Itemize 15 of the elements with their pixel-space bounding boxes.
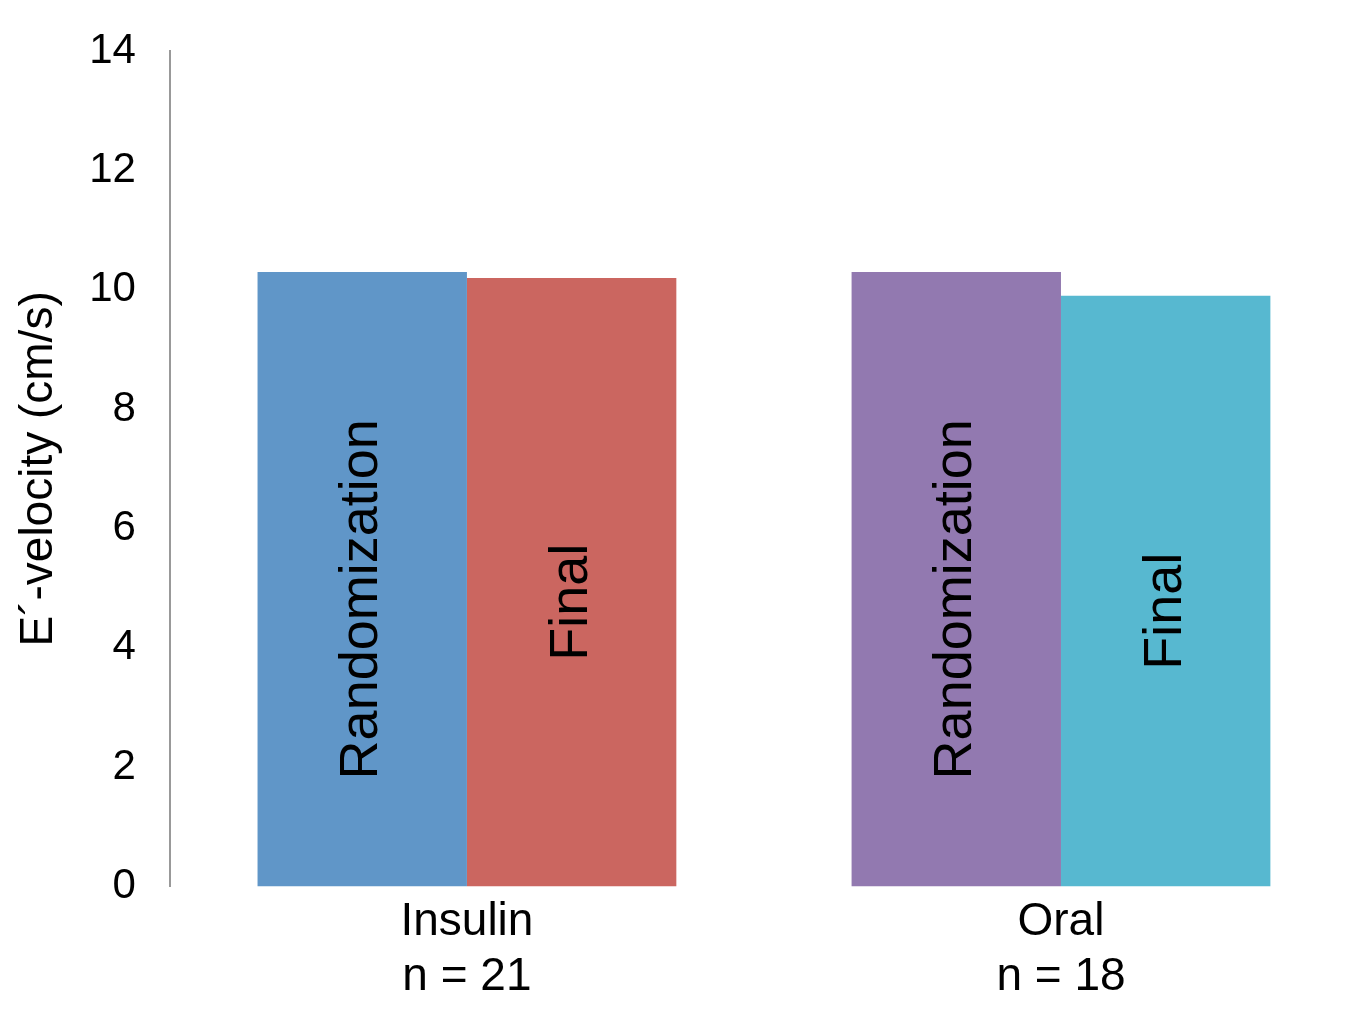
x-tick-label: Oral n = 18 (996, 892, 1126, 1001)
y-tick-label: 10 (89, 263, 136, 311)
text: Randomization (328, 419, 389, 780)
y-tick-label: 14 (89, 24, 136, 72)
y-tick-label: 2 (112, 740, 136, 788)
y-tick-label: 4 (112, 621, 136, 669)
y-tick-label: 6 (112, 502, 136, 550)
y-tick-label: 0 (112, 860, 136, 908)
text: Final (537, 543, 598, 661)
x-tick-label: Insulin n = 21 (400, 892, 534, 1001)
y-tick-label: 12 (89, 144, 136, 192)
y-tick-label: 8 (112, 382, 136, 430)
series-label: Final (1131, 552, 1192, 670)
y-axis-title: E´-velocity (cm/s) (10, 291, 63, 647)
series-label: Randomization (922, 419, 983, 780)
